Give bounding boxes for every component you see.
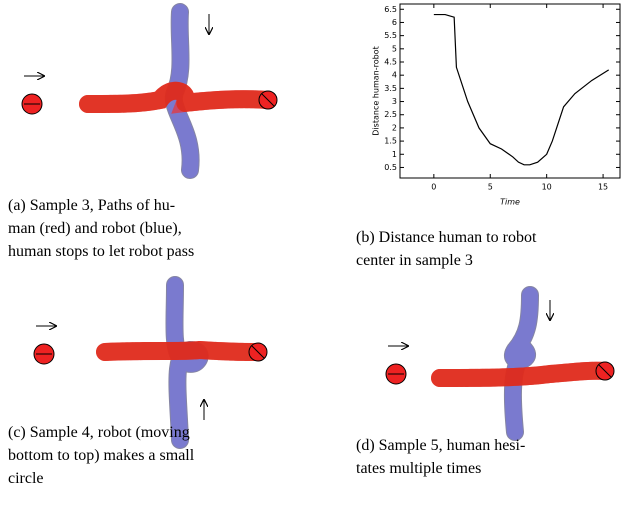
- y-tick-label: 4.5: [384, 58, 397, 67]
- y-tick-label: 2: [392, 123, 397, 132]
- caption-line: human stops to let robot pass: [8, 243, 194, 260]
- caption-line: (b) Distance human to robot: [356, 229, 537, 246]
- y-tick-label: 1.5: [384, 137, 397, 146]
- y-tick-label: 1: [392, 150, 397, 159]
- x-axis-label: Time: [500, 198, 520, 207]
- data-line: [433, 13, 610, 166]
- x-tick-label: 5: [488, 183, 493, 192]
- y-tick-label: 5: [392, 44, 397, 53]
- caption-line: (a) Sample 3, Paths of hu-: [8, 197, 175, 214]
- caption-line: tates multiple times: [356, 460, 481, 477]
- panel-c-illustration: [33, 276, 268, 449]
- captions: (a) Sample 3, Paths of hu-man (red) and …: [8, 197, 537, 487]
- plot-frame: [399, 3, 621, 179]
- caption-line: (d) Sample 5, human hesi-: [356, 437, 525, 454]
- panel-d-illustration: [385, 286, 615, 441]
- distance-chart: 0.5 1 1.5 2 2.5 3 3.5 4 4.5 5 5.5 6 6.5 0 5 10 15 Time Dis…: [372, 3, 621, 207]
- y-tick-label: 4: [392, 71, 397, 80]
- x-tick-label: 15: [598, 183, 608, 192]
- y-tick-label: 0.5: [384, 163, 397, 172]
- y-tick-label: 2.5: [384, 110, 397, 119]
- y-tick-label: 3.5: [384, 84, 397, 93]
- caption-line: man (red) and robot (blue),: [8, 220, 182, 237]
- y-tick-label: 6: [392, 18, 397, 27]
- y-tick-label: 3: [392, 97, 397, 106]
- caption-line: bottom to top) makes a small: [8, 447, 195, 464]
- caption-line: center in sample 3: [356, 252, 473, 269]
- y-tick-label: 5.5: [384, 31, 397, 40]
- caption-line: circle: [8, 470, 44, 487]
- y-axis-label: Distance human-robot: [372, 46, 381, 135]
- panel-a-illustration: [21, 3, 278, 179]
- y-tick-label: 6.5: [384, 5, 397, 14]
- x-tick-label: 0: [431, 183, 436, 192]
- x-tick-label: 10: [542, 183, 552, 192]
- caption-line: (c) Sample 4, robot (moving: [8, 424, 190, 441]
